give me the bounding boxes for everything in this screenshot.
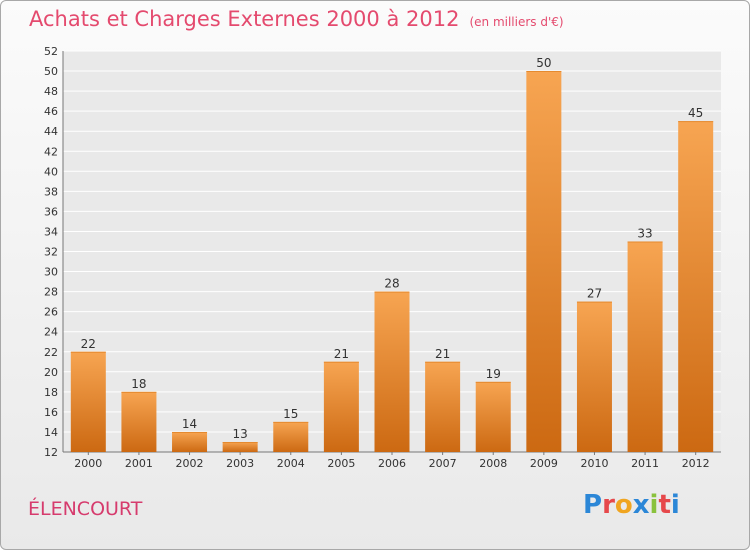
y-tick-label: 50 — [44, 65, 58, 78]
bar-value-label: 13 — [233, 427, 248, 441]
y-tick-label: 20 — [44, 366, 58, 379]
logo-letter: P — [583, 490, 603, 520]
y-tick-label: 16 — [44, 406, 58, 419]
bar — [273, 421, 309, 452]
x-tick-label: 2008 — [479, 457, 507, 470]
bar — [576, 301, 612, 452]
bar — [121, 391, 157, 452]
bar — [70, 351, 106, 452]
x-tick-label: 2007 — [429, 457, 457, 470]
bar-value-label: 14 — [182, 417, 197, 431]
y-tick-label: 38 — [44, 185, 58, 198]
chart-title: Achats et Charges Externes 2000 à 2012 (e… — [29, 7, 564, 31]
bar-value-label: 45 — [688, 106, 703, 120]
logo-letter: i — [670, 490, 680, 520]
y-tick-label: 14 — [44, 426, 58, 439]
y-tick-label: 40 — [44, 165, 58, 178]
bar — [425, 361, 461, 452]
y-tick-label: 26 — [44, 306, 58, 319]
y-tick-label: 36 — [44, 205, 58, 218]
x-tick-label: 2002 — [176, 457, 204, 470]
bar — [475, 381, 511, 452]
y-tick-label: 18 — [44, 386, 58, 399]
bar — [323, 361, 359, 452]
y-tick-label: 42 — [44, 145, 58, 158]
x-tick-label: 2001 — [125, 457, 153, 470]
bar-value-label: 19 — [486, 367, 501, 381]
x-tick-label: 2000 — [74, 457, 102, 470]
bar-value-label: 28 — [384, 277, 399, 291]
y-tick-label: 32 — [44, 246, 58, 259]
bar — [526, 71, 562, 453]
y-tick-label: 28 — [44, 286, 58, 299]
y-tick-label: 46 — [44, 105, 58, 118]
bar — [627, 241, 663, 452]
logo-letter: i — [649, 490, 659, 520]
x-tick-label: 2005 — [327, 457, 355, 470]
bar — [678, 121, 714, 453]
bar — [374, 291, 410, 452]
logo-letter: o — [614, 490, 633, 520]
bar-value-label: 22 — [81, 337, 96, 351]
y-tick-label: 24 — [44, 326, 58, 339]
bar — [172, 431, 208, 452]
bar-value-label: 27 — [587, 287, 602, 301]
title-text: Achats et Charges Externes 2000 à 2012 — [29, 7, 460, 31]
logo-letter: t — [658, 490, 671, 520]
bar-value-label: 50 — [536, 56, 551, 70]
x-tick-label: 2009 — [530, 457, 558, 470]
logo-letter: r — [602, 490, 615, 520]
y-tick-label: 48 — [44, 85, 58, 98]
x-tick-label: 2003 — [226, 457, 254, 470]
bar-value-label: 21 — [435, 347, 450, 361]
bar-value-label: 18 — [131, 377, 146, 391]
bar-value-label: 33 — [637, 226, 652, 240]
x-tick-label: 2012 — [682, 457, 710, 470]
x-tick-label: 2011 — [631, 457, 659, 470]
y-tick-label: 22 — [44, 346, 58, 359]
town-name: ÉLENCOURT — [28, 498, 143, 520]
y-tick-label: 52 — [44, 45, 58, 58]
chart-subtitle: (en milliers d'€) — [469, 15, 564, 29]
y-tick-label: 34 — [44, 225, 58, 238]
bar — [222, 441, 258, 452]
proxiti-logo: Proxiti — [583, 490, 680, 520]
x-tick-label: 2006 — [378, 457, 406, 470]
bar-value-label: 15 — [283, 407, 298, 421]
y-tick-label: 44 — [44, 125, 58, 138]
x-tick-label: 2010 — [580, 457, 608, 470]
y-tick-label: 30 — [44, 266, 58, 279]
logo-letter: x — [632, 490, 650, 520]
y-tick-label: 12 — [44, 446, 58, 459]
x-tick-label: 2004 — [277, 457, 305, 470]
bar-value-label: 21 — [334, 347, 349, 361]
